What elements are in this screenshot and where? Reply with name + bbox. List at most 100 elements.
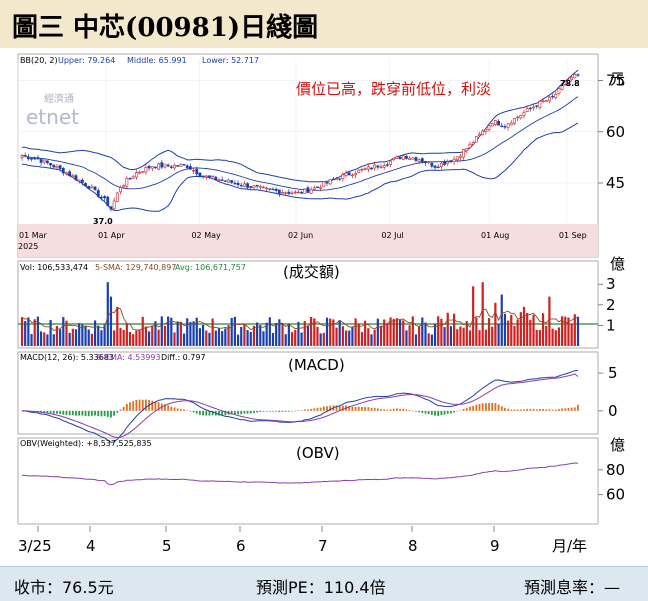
volume-bar (370, 334, 373, 346)
candle-body (503, 126, 507, 128)
volume-bar (383, 319, 386, 346)
volume-bar (116, 306, 119, 346)
candle-body (449, 160, 453, 163)
macd-histogram-bar (570, 407, 573, 411)
volume-bar (271, 333, 275, 346)
volume-bar (201, 325, 205, 346)
volume-bar (554, 330, 557, 346)
volume-bar (135, 330, 138, 346)
volume-bar (573, 314, 576, 346)
candle-body (192, 169, 195, 172)
volume-bar (55, 325, 59, 346)
macd-histogram-bar (129, 402, 131, 411)
candle-body (554, 94, 558, 99)
candle-body (528, 107, 532, 110)
candle-body (357, 169, 361, 173)
candle-body (401, 155, 405, 160)
candle-body (433, 165, 437, 168)
macd-histogram-bar (526, 408, 529, 411)
macd-histogram-bar (208, 410, 211, 416)
macd-histogram-bar (122, 406, 125, 411)
candle-body (68, 171, 72, 177)
volume-bar (462, 327, 465, 346)
candle-body (195, 169, 199, 175)
volume-bar (195, 317, 198, 346)
candle-body (366, 166, 370, 170)
candle-body (516, 116, 520, 119)
volume-bar (561, 316, 564, 346)
volume-bar (325, 317, 329, 346)
macd-histogram-bar (456, 410, 459, 412)
price-tick-label: 75 (606, 72, 625, 90)
candle-body (55, 165, 59, 169)
candle-body (567, 80, 570, 84)
macd-histogram-bar (167, 405, 170, 411)
macd-histogram-bar (383, 409, 386, 411)
volume-bar (424, 322, 427, 346)
candle-body (373, 164, 377, 169)
volume-tick-label: 2 (606, 296, 616, 314)
candle-body (227, 179, 230, 183)
candle-body (214, 176, 218, 181)
candle-body (354, 173, 358, 176)
candle-body (134, 172, 138, 178)
candle-body (297, 191, 300, 194)
macd-histogram-bar (192, 410, 195, 413)
volume-bar (233, 316, 236, 346)
candle-body (258, 185, 262, 188)
macd-histogram-bar (351, 406, 354, 411)
macd-histogram-bar (564, 408, 567, 411)
volume-bar (322, 332, 325, 346)
volume-bar (128, 332, 132, 346)
volume-bar (30, 334, 33, 346)
obv-label: OBV(Weighted): +8,537,525,835 (20, 439, 152, 448)
candle-body (115, 192, 119, 202)
date-tick-label: 01 Apr (98, 231, 125, 240)
volume-bar (344, 330, 348, 346)
macd-histogram-bar (338, 405, 341, 411)
volume-bar (290, 332, 294, 346)
volume-bar (494, 302, 497, 346)
volume-bar (357, 323, 360, 346)
macd-histogram-bar (246, 410, 249, 414)
candle-body (131, 176, 135, 179)
volume-bar (93, 320, 97, 346)
volume-bar (532, 314, 535, 346)
macd-histogram-bar (357, 406, 360, 411)
macd-histogram-bar (106, 410, 109, 417)
volume-bar (408, 325, 411, 346)
macd-histogram-bar (529, 408, 532, 411)
macd-histogram-bar (179, 408, 182, 411)
volume-bar (392, 318, 395, 346)
macd-histogram-bar (475, 404, 478, 411)
volume-bar (557, 327, 561, 346)
volume-bar (386, 324, 389, 346)
volume-bar (398, 319, 402, 346)
macd-histogram-bar (287, 410, 290, 412)
volume-bar (516, 319, 519, 346)
date-tick-label: 02 Jul (381, 231, 403, 240)
candle-body (176, 165, 180, 167)
candle-body (427, 161, 431, 164)
volume-bar (481, 282, 484, 346)
macd-histogram-bar (81, 410, 84, 416)
macd-tick-label: 5 (608, 364, 618, 382)
volume-bar (173, 332, 176, 346)
volume-bar (217, 328, 221, 346)
candle-body (538, 100, 542, 108)
macd-histogram-bar (211, 410, 214, 416)
volume-bar (119, 327, 122, 346)
macd-histogram-bar (443, 410, 446, 415)
volume-bar (313, 318, 316, 346)
volume-bar (418, 326, 421, 346)
candle-body (408, 157, 412, 160)
macd-histogram-bar (430, 410, 433, 415)
candle-body (570, 76, 574, 80)
candle-body (405, 156, 408, 159)
obv-title: (OBV) (296, 444, 340, 462)
low-label: 37.0 (93, 217, 113, 226)
vol-label: Vol: 106,533,474 (20, 263, 88, 272)
volume-bar (113, 330, 116, 346)
candle-body (39, 159, 43, 163)
macd-histogram-bar (135, 399, 138, 411)
